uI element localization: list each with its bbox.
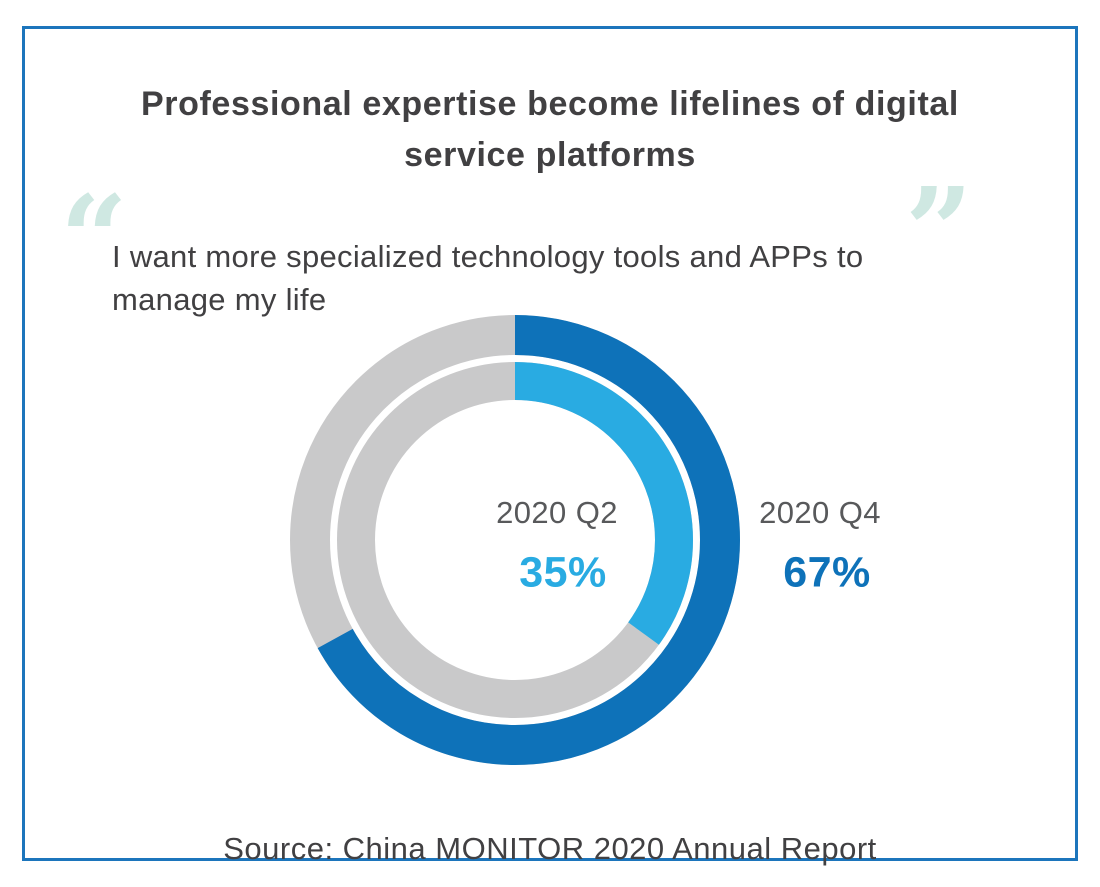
donut-chart xyxy=(290,315,740,765)
close-quote-icon: ” xyxy=(905,161,973,300)
label-2020q4-name: 2020 Q4 xyxy=(759,495,881,530)
value-2020q4: 67% xyxy=(783,549,871,598)
label-2020q2-name: 2020 Q2 xyxy=(496,495,618,530)
outer-ring-arc-2020q4 xyxy=(290,315,740,765)
source-note: Source: China MONITOR 2020 Annual Report xyxy=(223,831,877,866)
value-2020q2-percent: 35% xyxy=(519,548,607,597)
open-quote-icon: “ xyxy=(60,169,128,308)
inner-ring-arc-2020q2 xyxy=(337,362,693,718)
value-2020q2: 35% xyxy=(519,549,607,598)
label-2020q2: 2020 Q2 xyxy=(496,495,618,531)
page-title: Professional expertise become lifelines … xyxy=(141,84,959,174)
label-2020q4: 2020 Q4 xyxy=(759,495,881,531)
quote-text: I want more specialized technology tools… xyxy=(112,239,864,318)
value-2020q4-percent: 67% xyxy=(783,548,871,597)
